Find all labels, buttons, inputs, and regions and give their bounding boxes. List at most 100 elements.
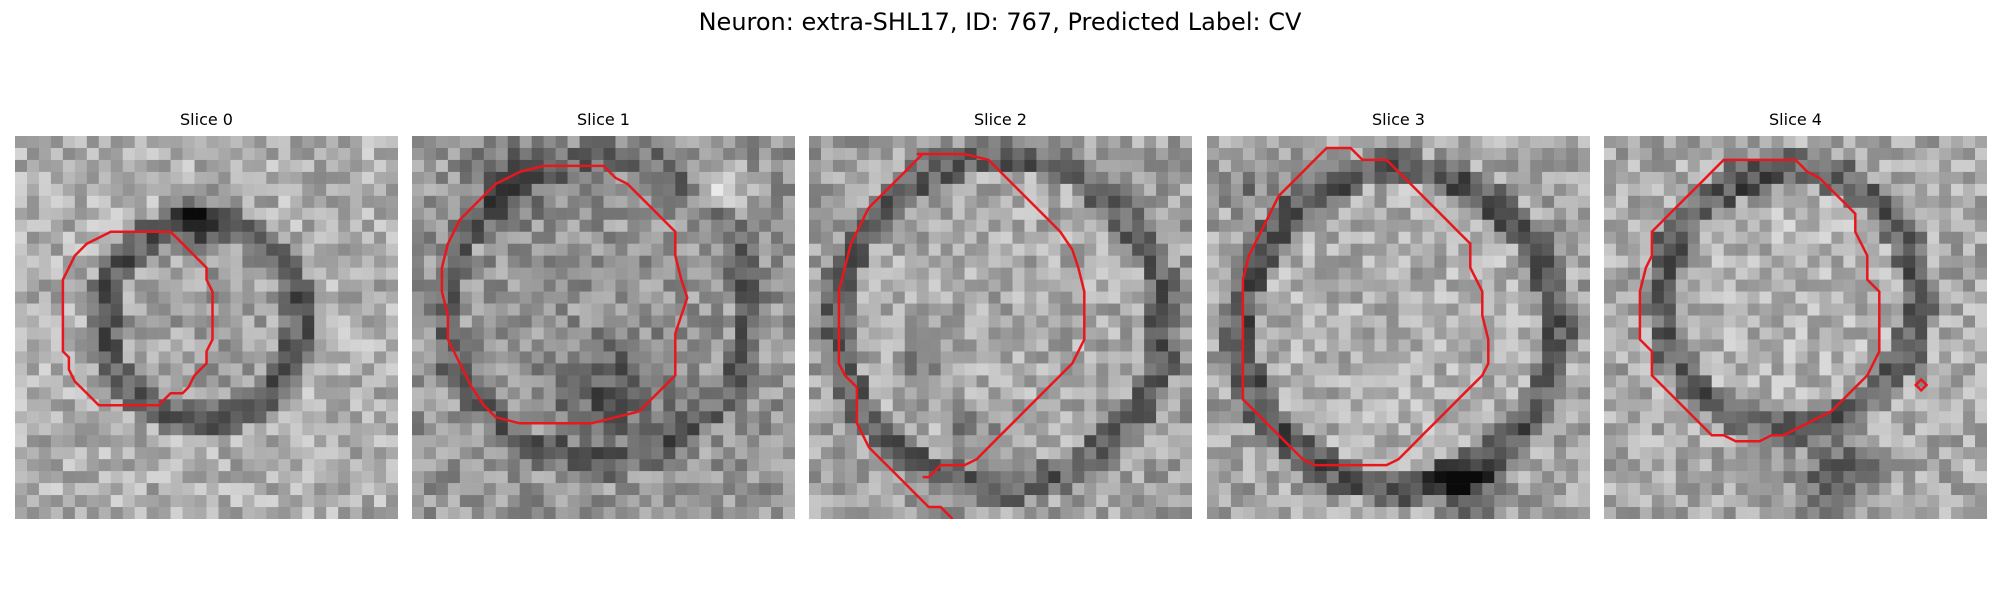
pixel-cell	[904, 315, 918, 328]
pixel-cell	[1350, 315, 1363, 328]
pixel-cell	[1711, 267, 1724, 280]
pixel-cell	[1458, 255, 1471, 268]
pixel-cell	[1012, 255, 1025, 268]
pixel-cell	[988, 483, 1001, 496]
pixel-cell	[1434, 495, 1447, 508]
pixel-cell	[1144, 291, 1157, 304]
pixel-cell	[242, 279, 255, 292]
pixel-cell	[386, 219, 398, 233]
pixel-cell	[1975, 435, 1987, 448]
pixel-cell	[1326, 136, 1339, 149]
pixel-cell	[1242, 339, 1256, 352]
pixel-cell	[1398, 411, 1411, 424]
pixel-cell	[639, 279, 652, 292]
pixel-cell	[1699, 219, 1713, 233]
pixel-cell	[1060, 447, 1073, 460]
pixel-cell	[1855, 267, 1868, 280]
pixel-cell	[1242, 387, 1256, 400]
pixel-cell	[892, 315, 906, 328]
pixel-cell	[1604, 183, 1617, 197]
pixel-cell	[1506, 243, 1519, 256]
pixel-cell	[170, 327, 183, 340]
pixel-cell	[254, 147, 267, 161]
pixel-cell	[1675, 339, 1689, 352]
pixel-cell	[1084, 303, 1097, 316]
pixel-cell	[278, 159, 291, 173]
pixel-cell	[1939, 387, 1952, 400]
pixel-cell	[531, 171, 544, 185]
pixel-cell	[1771, 159, 1784, 173]
pixel-cell	[519, 291, 532, 304]
pixel-cell	[1278, 507, 1292, 519]
pixel-cell	[1687, 195, 1701, 209]
pixel-cell	[218, 339, 231, 352]
pixel-cell	[1374, 327, 1387, 340]
pixel-cell	[1604, 207, 1617, 221]
pixel-cell	[1060, 183, 1073, 197]
pixel-cell	[759, 411, 772, 424]
pixel-cell	[1951, 219, 1964, 233]
pixel-cell	[1494, 435, 1507, 448]
pixel-cell	[1302, 243, 1316, 256]
pixel-cell	[1747, 207, 1760, 221]
pixel-cell	[1108, 267, 1121, 280]
pixel-cell	[483, 387, 497, 400]
pixel-cell	[495, 243, 509, 256]
pixel-cell	[952, 375, 965, 388]
pixel-cell	[1326, 243, 1339, 256]
pixel-cell	[1278, 411, 1292, 424]
pixel-cell	[567, 279, 580, 292]
pixel-cell	[723, 435, 736, 448]
pixel-cell	[615, 303, 628, 316]
pixel-cell	[1422, 363, 1435, 376]
pixel-cell	[206, 219, 219, 233]
pixel-cell	[326, 375, 339, 388]
pixel-cell	[627, 375, 640, 388]
pixel-cell	[747, 339, 760, 352]
pixel-cell	[1207, 495, 1220, 508]
pixel-cell	[170, 459, 183, 472]
pixel-cell	[435, 387, 449, 400]
pixel-cell	[856, 183, 870, 197]
pixel-cell	[1891, 195, 1904, 209]
pixel-cell	[194, 339, 207, 352]
pixel-cell	[856, 147, 870, 161]
pixel-cell	[1663, 363, 1677, 376]
pixel-cell	[1036, 159, 1049, 173]
pixel-cell	[1048, 195, 1061, 209]
pixel-cell	[519, 267, 532, 280]
pixel-cell	[1675, 303, 1689, 316]
pixel-cell	[134, 243, 147, 256]
pixel-cell	[1566, 471, 1579, 484]
pixel-cell	[1000, 279, 1013, 292]
pixel-cell	[1470, 147, 1483, 161]
pixel-cell	[880, 136, 894, 149]
pixel-cell	[1604, 339, 1617, 352]
pixel-cell	[1084, 363, 1097, 376]
pixel-cell	[447, 255, 461, 268]
pixel-cell	[615, 375, 628, 388]
pixel-cell	[1242, 171, 1256, 185]
pixel-cell	[892, 447, 906, 460]
pixel-cell	[1084, 471, 1097, 484]
pixel-cell	[964, 207, 977, 221]
pixel-cell	[1024, 471, 1037, 484]
pixel-cell	[1867, 219, 1880, 233]
pixel-cell	[1350, 411, 1363, 424]
pixel-cell	[820, 183, 834, 197]
pixel-cell	[844, 195, 858, 209]
pixel-cell	[820, 375, 834, 388]
pixel-cell	[651, 195, 664, 209]
pixel-cell	[278, 195, 291, 209]
pixel-cell	[1879, 147, 1892, 161]
pixel-cell	[856, 255, 870, 268]
pixel-cell	[362, 219, 375, 233]
pixel-cell	[1254, 243, 1268, 256]
pixel-cell	[711, 147, 724, 161]
pixel-cell	[1218, 267, 1232, 280]
pixel-cell	[74, 435, 88, 448]
pixel-cell	[976, 339, 989, 352]
pixel-cell	[591, 375, 604, 388]
pixel-cell	[868, 291, 882, 304]
pixel-cell	[1831, 339, 1844, 352]
